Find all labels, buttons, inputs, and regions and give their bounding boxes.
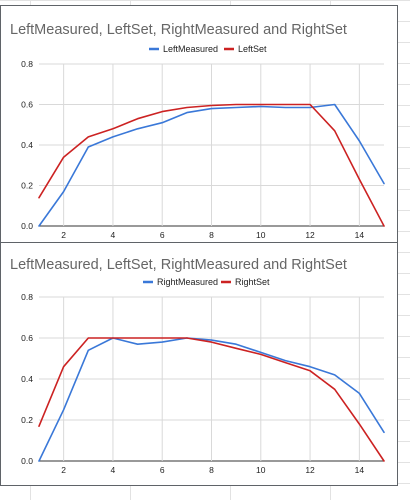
- gridlines: [39, 296, 384, 462]
- y-tick-label: 0.6: [21, 100, 33, 110]
- legend[interactable]: RightMeasured RightSet: [143, 277, 270, 287]
- x-tick-label: 10: [256, 230, 266, 240]
- chart-left[interactable]: LeftMeasured, LeftSet, RightMeasured and…: [0, 5, 398, 244]
- legend-label-leftmeasured: LeftMeasured: [163, 44, 218, 54]
- series-line-leftset[interactable]: [38, 103, 385, 227]
- x-tick-label: 6: [160, 230, 165, 240]
- y-tick-label: 0.4: [21, 374, 33, 384]
- y-tick-label: 0.4: [21, 140, 33, 150]
- y-tick-label: 0.8: [21, 59, 33, 69]
- y-tick-label: 0.8: [21, 292, 33, 302]
- chart-title: LeftMeasured, LeftSet, RightMeasured and…: [10, 22, 347, 38]
- chart-right[interactable]: LeftMeasured, LeftSet, RightMeasured and…: [0, 242, 398, 486]
- series-line-rightmeasured[interactable]: [38, 337, 385, 462]
- x-tick-label: 14: [355, 465, 365, 475]
- series-lines: [38, 103, 385, 227]
- series-lines: [38, 337, 385, 462]
- y-tick-label: 0.0: [21, 221, 33, 231]
- x-tick-label: 6: [160, 465, 165, 475]
- x-tick-label: 12: [305, 230, 315, 240]
- x-tick-label: 2: [61, 465, 66, 475]
- y-tick-label: 0.6: [21, 333, 33, 343]
- series-line-rightset[interactable]: [38, 337, 385, 462]
- x-tick-label: 12: [305, 465, 315, 475]
- x-tick-label: 10: [256, 465, 266, 475]
- gridlines: [39, 63, 384, 227]
- line-chart-left: LeftMeasured, LeftSet, RightMeasured and…: [10, 22, 385, 240]
- axis-ticks: 0.0 0.2 0.4 0.6 0.8 2 4 6 8 10 12 14: [21, 292, 364, 475]
- legend-label-rightset: RightSet: [235, 277, 270, 287]
- x-tick-label: 4: [111, 465, 116, 475]
- x-tick-label: 14: [355, 230, 365, 240]
- legend-label-leftset: LeftSet: [238, 44, 267, 54]
- line-chart-right: LeftMeasured, LeftSet, RightMeasured and…: [10, 257, 385, 475]
- x-tick-label: 8: [209, 230, 214, 240]
- x-tick-label: 8: [209, 465, 214, 475]
- axis-ticks: 0.0 0.2 0.4 0.6 0.8 2 4 6 8 10 12 14: [21, 59, 364, 240]
- x-tick-label: 2: [61, 230, 66, 240]
- legend-label-rightmeasured: RightMeasured: [157, 277, 218, 287]
- y-tick-label: 0.2: [21, 181, 33, 191]
- chart-title: LeftMeasured, LeftSet, RightMeasured and…: [10, 257, 347, 273]
- legend[interactable]: LeftMeasured LeftSet: [149, 44, 267, 54]
- x-tick-label: 4: [111, 230, 116, 240]
- y-tick-label: 0.2: [21, 415, 33, 425]
- y-tick-label: 0.0: [21, 456, 33, 466]
- series-line-leftmeasured[interactable]: [38, 103, 385, 227]
